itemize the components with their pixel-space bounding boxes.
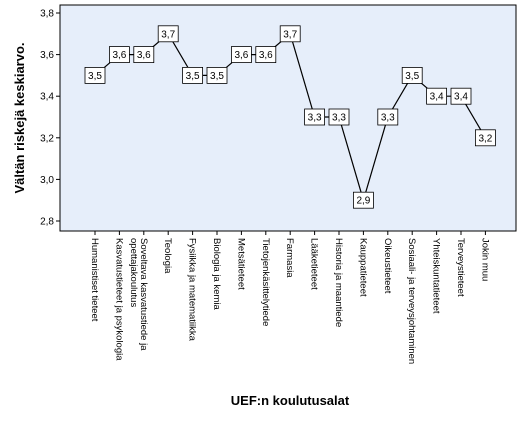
x-category-label: Farmasia [284, 238, 295, 278]
x-category-label: Historia ja maantiede [333, 238, 344, 327]
data-label-box [255, 46, 277, 63]
y-tick-label: 2,8 [40, 217, 54, 228]
y-axis-title: Vältän riskejä keskiarvo. [12, 42, 27, 193]
data-label-text: 3,4 [454, 92, 468, 103]
x-category-label: Biologia ja kemia [211, 238, 222, 311]
data-label-box [157, 25, 179, 43]
x-axis-title: UEF:n koulutusalat [231, 393, 350, 408]
data-label-box [377, 108, 399, 126]
x-category-label: Yhteiskuntatieteet [431, 238, 442, 314]
y-tick-label: 3,4 [40, 92, 54, 103]
data-label-text: 3,7 [283, 29, 297, 40]
data-point-label: 3,7 [279, 25, 301, 43]
x-category-label: Teologia [162, 238, 173, 274]
y-tick-label: 3,8 [40, 9, 54, 20]
data-point-label: 3,3 [304, 108, 326, 126]
data-label-box [304, 108, 326, 126]
data-label-text: 3,7 [161, 29, 175, 40]
data-point-label: 3,5 [401, 67, 423, 84]
data-label-box [206, 67, 228, 84]
data-label-box [182, 67, 204, 84]
data-label-box [474, 129, 496, 147]
data-label-text: 2,9 [356, 196, 370, 207]
data-label-text: 3,5 [210, 71, 224, 82]
data-point-label: 3,6 [109, 46, 130, 63]
data-point-label: 3,4 [450, 87, 472, 105]
data-label-box [328, 108, 350, 126]
x-category-label: Tietojenkäsittelytiede [260, 238, 271, 326]
data-label-text: 3,4 [430, 92, 444, 103]
data-point-label: 3,3 [377, 108, 399, 126]
y-tick-label: 3,6 [40, 50, 54, 61]
x-category-label: Lääketieteet [309, 238, 320, 290]
data-label-box [401, 67, 423, 84]
data-label-box [450, 87, 472, 105]
data-point-label: 3,7 [157, 25, 179, 43]
x-category-label: Sosiaali- ja terveysjohtaminen [406, 238, 417, 364]
data-label-box [352, 191, 374, 209]
y-axis: 2,8 3,0 3,2 3,4 3,6 3,8 [40, 9, 60, 228]
x-category-label: Kauppatieteet [357, 238, 368, 297]
data-label-text: 3,3 [308, 113, 322, 124]
data-point-label: 3,6 [133, 46, 155, 63]
y-tick-label: 3,0 [40, 175, 54, 186]
data-label-text: 3,6 [259, 50, 273, 61]
data-point-label: 3,5 [182, 67, 204, 84]
data-point-label: 3,3 [328, 108, 350, 126]
data-point-label: 3,6 [230, 46, 252, 63]
data-label-text: 3,6 [234, 50, 248, 61]
data-point-label: 3,4 [426, 87, 448, 105]
data-label-text: 3,3 [332, 113, 346, 124]
data-point-label: 3,5 [206, 67, 228, 84]
x-category-label: Kasvatustieteet ja psykologia [113, 238, 124, 361]
x-category-label: Jokin muu [479, 238, 490, 281]
data-label-box [133, 46, 155, 63]
x-category-label: Terveystieteet [455, 238, 466, 297]
data-label-text: 3,5 [405, 71, 419, 82]
data-point-label: 3,5 [84, 67, 106, 84]
plot-area [59, 4, 517, 232]
x-category-label: Metsätieteet [235, 238, 246, 290]
data-label-box [84, 67, 106, 84]
data-label-text: 3,6 [137, 50, 151, 61]
data-label-box [279, 25, 301, 43]
x-category-label: Oikeustieteet [382, 238, 393, 294]
data-labels: 3,5 3,6 3,6 3,7 3,5 3,5 3,6 3,6 3,7 3,3 3,3 2,9 3,3 3… [84, 25, 496, 209]
x-axis: Humanistiset tieteet Kasvatustieteet ja p… [89, 231, 490, 364]
x-category-label: Fysiikka ja matematiikka [187, 238, 198, 342]
data-label-box [230, 46, 252, 63]
data-label-text: 3,6 [112, 50, 126, 61]
data-point-label: 3,2 [474, 129, 496, 147]
data-label-text: 3,5 [88, 71, 102, 82]
x-category-label: Soveltava kasvatustiede jaopettajakoulut… [128, 238, 149, 351]
data-label-box [426, 87, 448, 105]
data-label-text: 3,5 [186, 71, 200, 82]
data-label-text: 3,2 [478, 133, 492, 144]
data-point-label: 3,6 [255, 46, 277, 63]
data-label-box [109, 46, 130, 63]
x-category-label: Humanistiset tieteet [89, 238, 100, 322]
data-point-label: 2,9 [352, 191, 374, 209]
y-tick-label: 3,2 [40, 133, 54, 144]
data-label-text: 3,3 [381, 113, 395, 124]
